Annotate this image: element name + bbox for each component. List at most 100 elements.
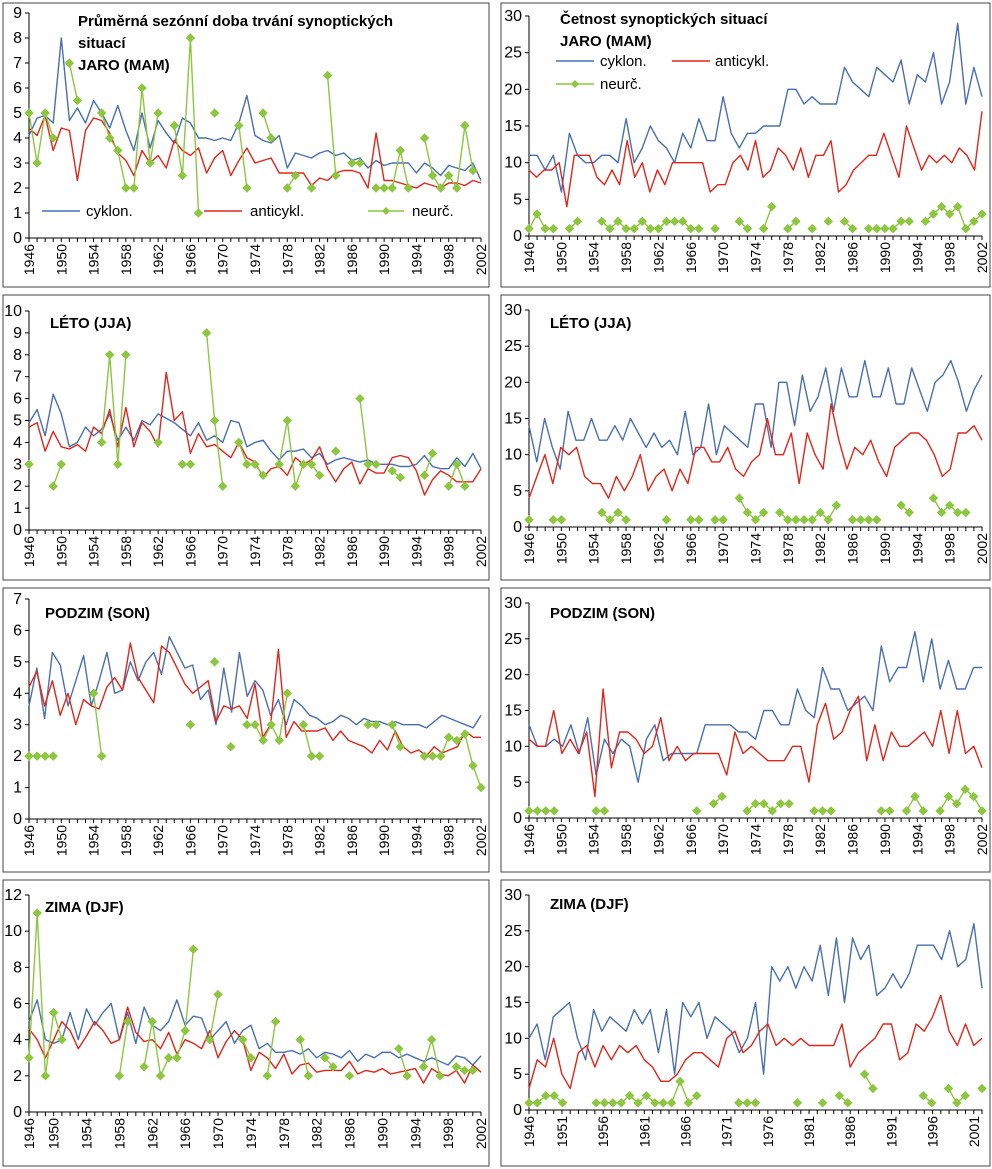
data-point-neurc [658,1098,668,1108]
y-tick-label: 15 [504,118,522,135]
x-tick-label: 1986 [845,242,861,273]
x-tick-label: 1998 [441,244,457,275]
data-point-neurc [137,83,147,93]
y-tick-label: 3 [13,456,22,473]
data-point-neurc [298,720,309,730]
data-point-neurc [306,459,317,470]
y-tick-label: 0 [513,228,522,245]
chart-title-line: situací [78,35,126,52]
series-line-neurc [423,453,434,476]
series-line-neurc [100,354,127,465]
series-cyklon [28,999,482,1066]
data-point-neurc [943,791,954,802]
data-point-neurc [532,1098,543,1108]
x-tick-label: 1958 [618,533,634,564]
data-point-neurc [901,806,912,816]
data-point-neurc [918,806,928,816]
data-point-neurc [541,1090,551,1101]
x-tick-label: 1946 [21,1118,37,1149]
series-anticykl [28,642,481,757]
data-point-neurc [605,223,615,234]
series-anticykl [28,1006,482,1084]
legend-label-cyklon: cyklon. [600,53,647,70]
data-point-neurc [355,393,365,404]
data-point-neurc [792,1098,803,1108]
data-point-neurc [817,1098,828,1108]
y-tick-label: 9 [13,325,22,342]
x-tick-label: 2001 [966,1116,982,1147]
data-point-neurc [57,1034,67,1045]
y-tick-label: 2 [13,1068,22,1085]
data-point-neurc [451,1062,462,1072]
data-point-neurc [88,688,99,698]
y-tick-label: 1 [13,205,22,222]
data-point-neurc [564,223,575,234]
data-point-neurc [734,216,745,227]
series-line-cyklon [28,636,482,729]
data-point-neurc [371,720,381,730]
y-tick-label: 0 [13,522,22,539]
data-point-neurc [427,751,438,761]
x-tick-label: 1994 [407,1118,423,1149]
data-point-neurc [977,1083,987,1094]
data-point-neurc [880,223,890,234]
x-tick-label: 1950 [553,242,569,273]
x-tick-label: 1970 [215,825,231,856]
x-tick-label: 1974 [247,244,263,275]
data-point-neurc [96,437,107,448]
y-tick-label: 3 [13,717,22,734]
y-tick-label: 8 [13,30,22,47]
data-point-neurc [242,183,252,193]
x-tick-label: 1958 [111,1118,127,1149]
panel-frame [500,294,991,581]
x-tick-label: 1986 [845,533,861,564]
data-point-neurc [234,437,244,448]
data-point-neurc [435,183,446,193]
data-point-neurc [694,515,704,525]
x-tick-label: 1951 [554,1116,570,1147]
data-point-neurc [629,223,639,234]
data-point-neurc [387,720,397,730]
y-tick-label: 7 [13,591,22,608]
data-point-neurc [710,515,720,525]
data-point-neurc [72,95,83,106]
data-point-neurc [918,1090,928,1101]
y-tick-label: 7 [13,369,22,386]
legend: cyklon. anticykl. neurč. [556,53,769,93]
data-point-neurc [213,989,223,1000]
y-tick-label: 25 [504,45,522,62]
x-tick-label: 1978 [279,536,295,567]
x-tick-label: 1958 [118,825,134,856]
data-point-neurc [234,120,244,131]
series-line-neurc [939,788,983,812]
data-point-neurc [953,201,963,212]
data-point-neurc [641,1090,652,1101]
x-tick-label: 1982 [812,533,828,564]
data-point-neurc [677,216,688,227]
series-cyklon [28,37,482,181]
data-point-neurc [977,806,987,816]
data-point-neurc [460,481,470,491]
data-point-neurc [524,515,534,525]
x-tick-label: 1946 [21,244,37,275]
legend-label-anticykl: anticykl. [715,53,769,70]
data-point-neurc [831,500,842,511]
legend-marker-neurc [382,207,390,215]
x-tick-label: 1986 [344,825,360,856]
y-tick-label: 5 [13,105,22,122]
series-line-neurc [173,37,200,214]
data-point-neurc [936,201,947,212]
series-line-neurc [28,912,63,1077]
data-point-neurc [926,1098,937,1108]
data-point-neurc [193,208,204,218]
data-point-neurc [767,806,777,816]
data-point-neurc [775,798,786,809]
data-point-neurc [692,806,702,816]
data-point-neurc [864,223,874,234]
panel-frame [2,587,490,873]
series-cyklon [528,631,982,783]
data-point-neurc [597,216,607,227]
data-point-neurc [314,470,325,480]
data-point-neurc [876,806,887,816]
x-tick-label: 2002 [473,1118,489,1149]
